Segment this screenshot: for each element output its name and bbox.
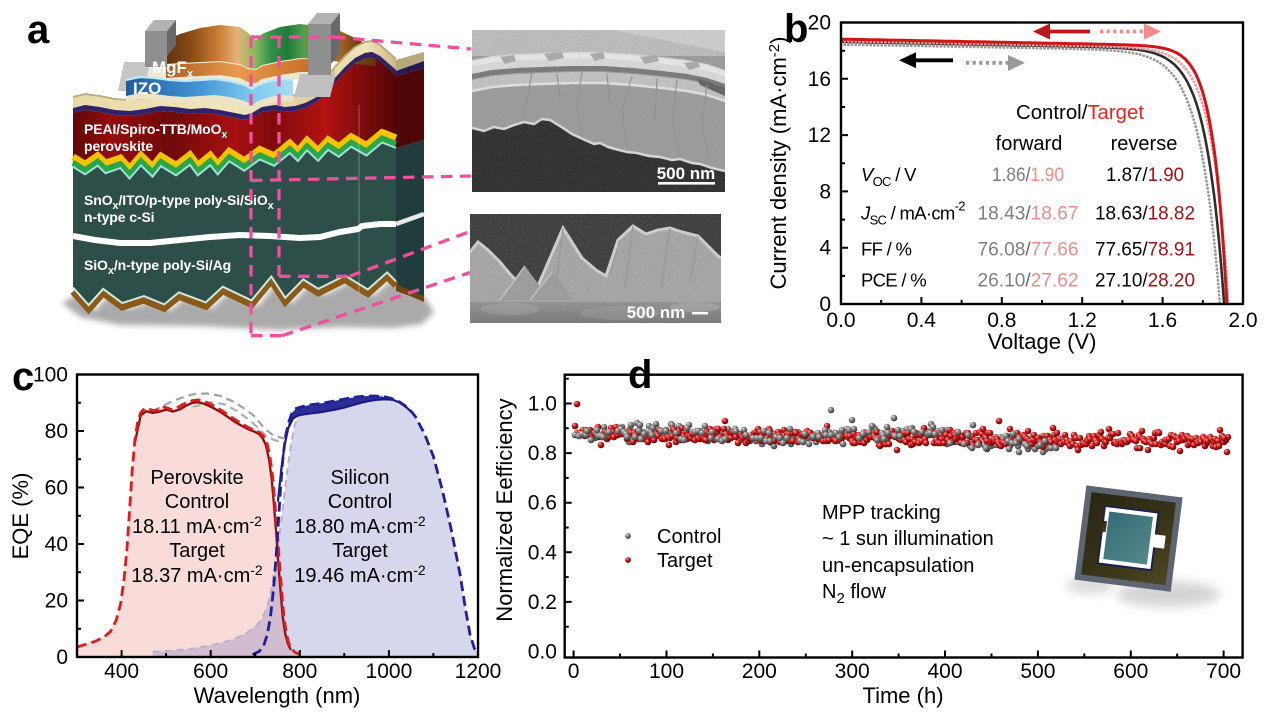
svg-text:FF / %: FF / % xyxy=(861,239,912,260)
svg-text:400: 400 xyxy=(927,660,962,683)
svg-text:Target: Target xyxy=(169,540,225,562)
svg-text:18.43/18.67: 18.43/18.67 xyxy=(978,203,1079,225)
svg-text:N2 flow: N2 flow xyxy=(822,581,886,607)
svg-text:0.8: 0.8 xyxy=(987,309,1016,332)
svg-text:0: 0 xyxy=(568,660,580,683)
svg-text:100: 100 xyxy=(33,364,68,387)
svg-text:0.4: 0.4 xyxy=(907,309,937,332)
svg-text:0.0: 0.0 xyxy=(528,641,557,664)
svg-text:500 nm: 500 nm xyxy=(657,164,716,183)
svg-text:c: c xyxy=(12,355,34,399)
svg-text:Control/Target: Control/Target xyxy=(1016,102,1144,124)
svg-text:b: b xyxy=(784,7,808,51)
svg-text:18.37 mA·cm-2: 18.37 mA·cm-2 xyxy=(131,562,263,587)
svg-text:0.6: 0.6 xyxy=(528,492,557,515)
svg-text:perovskite: perovskite xyxy=(84,138,153,154)
svg-text:76.08/77.66: 76.08/77.66 xyxy=(978,239,1079,261)
svg-text:SiOx/n-type poly-Si/Ag: SiOx/n-type poly-Si/Ag xyxy=(84,257,231,277)
svg-text:Target: Target xyxy=(332,540,388,562)
svg-text:20: 20 xyxy=(45,590,68,613)
svg-text:EQE (%): EQE (%) xyxy=(8,473,33,560)
svg-text:0: 0 xyxy=(819,293,831,316)
svg-text:18.80 mA·cm-2: 18.80 mA·cm-2 xyxy=(294,513,426,538)
svg-text:~ 1 sun illumination: ~ 1 sun illumination xyxy=(822,528,994,550)
svg-text:80: 80 xyxy=(45,420,68,443)
svg-text:19.46 mA·cm-2: 19.46 mA·cm-2 xyxy=(294,562,426,587)
svg-text:Time (h): Time (h) xyxy=(862,683,943,708)
svg-text:un-encapsulation: un-encapsulation xyxy=(822,555,974,577)
svg-text:forward: forward xyxy=(996,133,1063,155)
svg-text:1.0: 1.0 xyxy=(528,393,557,416)
svg-text:0.4: 0.4 xyxy=(528,541,558,564)
svg-text:PEAI/Spiro-TTB/MoOx: PEAI/Spiro-TTB/MoOx xyxy=(84,121,228,141)
svg-text:Voltage (V): Voltage (V) xyxy=(988,329,1097,354)
svg-text:Current density (mA·cm-2): Current density (mA·cm-2) xyxy=(766,37,791,290)
svg-text:Normalized Eefficiency: Normalized Eefficiency xyxy=(492,398,517,621)
svg-text:1200: 1200 xyxy=(455,660,502,683)
svg-text:26.10/27.62: 26.10/27.62 xyxy=(978,270,1079,292)
svg-text:500 nm: 500 nm xyxy=(627,303,686,322)
svg-text:800: 800 xyxy=(282,660,317,683)
svg-text:1.2: 1.2 xyxy=(1068,309,1097,332)
svg-text:18.63/18.82: 18.63/18.82 xyxy=(1095,203,1195,225)
svg-text:Control: Control xyxy=(328,491,392,513)
svg-text:16: 16 xyxy=(808,68,831,91)
svg-text:0: 0 xyxy=(56,646,68,669)
svg-text:400: 400 xyxy=(104,660,139,683)
svg-text:12: 12 xyxy=(808,124,831,147)
svg-text:4: 4 xyxy=(819,237,831,260)
svg-text:600: 600 xyxy=(1113,660,1148,683)
svg-text:MgFx: MgFx xyxy=(152,58,194,80)
svg-text:2.0: 2.0 xyxy=(1228,309,1257,332)
svg-text:20: 20 xyxy=(808,12,831,35)
svg-text:700: 700 xyxy=(1206,660,1241,683)
svg-text:1.87/1.90: 1.87/1.90 xyxy=(1106,164,1184,186)
svg-text:40: 40 xyxy=(45,533,68,556)
svg-text:JSC / mA·cm-2: JSC / mA·cm-2 xyxy=(860,199,965,228)
svg-text:Perovskite: Perovskite xyxy=(150,467,243,489)
svg-text:60: 60 xyxy=(45,477,68,500)
svg-text:200: 200 xyxy=(742,660,777,683)
svg-text:n-type c-Si: n-type c-Si xyxy=(84,209,154,225)
svg-text:Control: Control xyxy=(165,491,229,513)
svg-text:0.2: 0.2 xyxy=(528,591,557,614)
svg-text:Silicon: Silicon xyxy=(331,467,390,489)
svg-text:0.0: 0.0 xyxy=(826,309,855,332)
svg-text:reverse: reverse xyxy=(1111,133,1178,155)
svg-text:1.6: 1.6 xyxy=(1148,309,1177,332)
svg-text:PCE / %: PCE / % xyxy=(861,270,926,291)
svg-text:Wavelength (nm): Wavelength (nm) xyxy=(194,683,361,708)
svg-text:Target: Target xyxy=(657,550,713,572)
svg-text:600: 600 xyxy=(193,660,228,683)
svg-text:27.10/28.20: 27.10/28.20 xyxy=(1095,270,1195,292)
svg-text:1.86/1.90: 1.86/1.90 xyxy=(992,164,1064,186)
svg-text:300: 300 xyxy=(835,660,870,683)
svg-text:8: 8 xyxy=(819,180,831,203)
svg-text:77.65/78.91: 77.65/78.91 xyxy=(1095,239,1195,261)
svg-text:100: 100 xyxy=(649,660,684,683)
svg-text:1000: 1000 xyxy=(366,660,413,683)
svg-text:0.8: 0.8 xyxy=(528,442,557,465)
svg-text:SnOx/ITO/p-type poly-Si/SiOx: SnOx/ITO/p-type poly-Si/SiOx xyxy=(84,192,275,212)
svg-text:a: a xyxy=(27,8,50,52)
svg-text:Control: Control xyxy=(657,526,721,548)
svg-text:VOC / V: VOC / V xyxy=(861,164,917,189)
svg-text:MPP tracking: MPP tracking xyxy=(822,502,941,524)
svg-text:18.11 mA·cm-2: 18.11 mA·cm-2 xyxy=(132,513,262,538)
svg-text:500: 500 xyxy=(1020,660,1055,683)
svg-text:IZO: IZO xyxy=(133,79,161,98)
